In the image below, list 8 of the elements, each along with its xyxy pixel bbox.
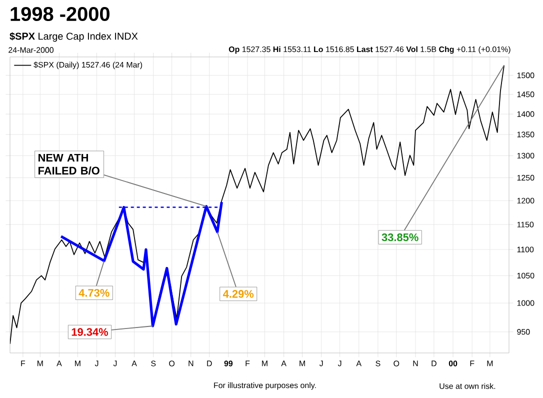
annotation: 4.73% <box>78 288 110 297</box>
line-series <box>60 200 223 328</box>
chart-title: 1998 -2000 <box>10 6 110 22</box>
annotation: 19.34% <box>72 328 108 336</box>
annotation: 4.29% <box>222 290 254 298</box>
chart-subtitle: $SPX Large Cap Index INDX <box>10 32 138 42</box>
annotation: NEW ATH FAILED B/O <box>38 154 100 175</box>
annotation: 33.85% <box>382 233 418 242</box>
